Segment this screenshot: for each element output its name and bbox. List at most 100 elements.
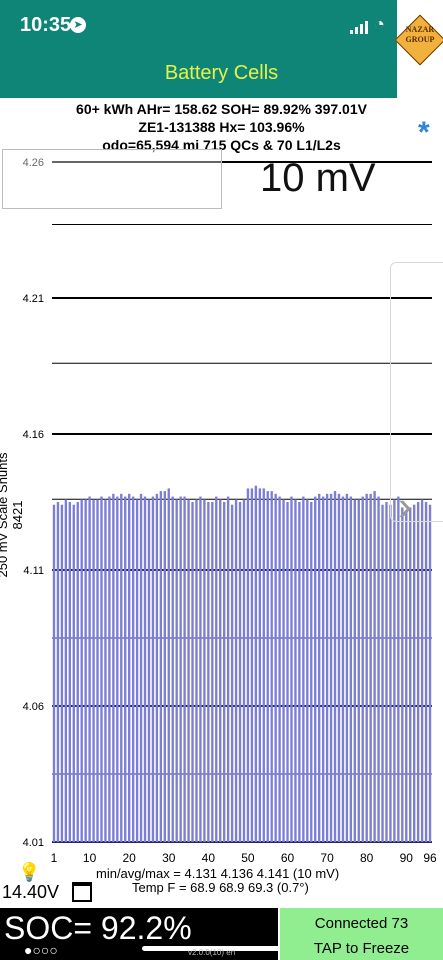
tooltip-overlay [2,149,222,209]
bar-cell-35 [187,499,190,842]
bar-cell-75 [345,493,349,842]
bar-cell-71 [329,493,333,842]
temperature-readout: Temp F = 68.9 68.9 69.3 (0.7°) [132,880,309,895]
bar-cell-67 [314,496,317,842]
bar-cell-17 [116,496,119,842]
page-indicator[interactable]: ●○○○ [24,942,58,958]
bar-cell-79 [361,496,364,842]
location-arrow-icon: ➤ [70,17,86,33]
x-tick-label: 30 [162,851,176,865]
bar-cell-51 [250,488,254,842]
bar-cell-25 [147,499,151,842]
bar-cell-19 [124,496,127,842]
bar-cell-55 [266,491,269,842]
y-tick-label: 4.21 [23,293,44,305]
bar-cell-27 [155,493,159,842]
bar-cell-62 [294,499,297,842]
chevron-right-icon[interactable]: › [398,482,412,529]
bar-cell-12 [96,499,99,842]
connected-line-1: Connected 73 [314,915,409,932]
bar-cell-50 [246,488,250,842]
bar-cell-28 [159,491,163,842]
scale-label[interactable]: 10 mV [260,156,376,200]
bar-cell-11 [92,499,95,842]
bar-cell-66 [310,502,313,842]
soc-readout: SOC= 92.2% [4,910,192,946]
bar-cell-5 [68,502,71,842]
bar-cell-46 [230,504,234,842]
bar-cell-44 [223,502,226,842]
x-tick-label: 96 [423,851,437,865]
bar-cell-26 [151,496,155,842]
min-avg-max-readout: min/avg/max = 4.131 4.136 4.141 (10 mV) [96,866,340,881]
bar-cell-40 [207,502,210,842]
bar-cell-59 [282,499,285,842]
bar-cell-70 [325,493,329,842]
bar-cell-20 [128,493,131,842]
cell-voltage-chart[interactable]: 4.26 4.21 4.16 4.11 4.06 4.01 1 10 20 30 40 50 60 70 8… [0,140,443,865]
status-bar: 10:35 ➤ ◔ [0,0,443,52]
y-tick-label: 4.16 [23,429,44,441]
bar-cell-91 [409,507,412,842]
bar-cell-30 [167,488,170,842]
bar-cell-57 [274,493,277,842]
bar-cell-94 [420,499,424,842]
lightbulb-icon[interactable]: 💡 [18,862,41,882]
x-tick-label: 40 [202,851,216,865]
bar-cell-49 [242,499,246,842]
bar-cell-29 [163,491,166,842]
info-line-1: 60+ kWh AHr= 158.62 SOH= 89.92% 397.01V [76,101,367,117]
bar-cell-96 [428,504,432,842]
bar-cell-52 [254,485,258,842]
bar-cell-54 [262,488,265,842]
bar-cell-14 [104,499,107,842]
bar-cell-34 [183,496,186,842]
bar-cell-47 [234,499,238,842]
bar-cell-85 [385,502,388,842]
calendar-icon[interactable] [72,882,92,902]
bar-cell-90 [405,510,408,842]
bar-cell-61 [290,496,293,842]
logo-text: NAZAR GROUP [405,25,435,44]
side-drawer-handle[interactable] [390,262,443,522]
bar-cell-76 [349,496,353,842]
aux-battery-voltage: 14.40V [2,882,60,902]
bar-cell-89 [401,507,404,842]
bar-cell-56 [270,491,273,842]
bar-cell-45 [226,496,230,842]
x-tick-label: 20 [123,851,137,865]
connection-status-button[interactable]: Connected 73 TAP to Freeze [280,908,443,960]
bar-cell-65 [306,499,309,842]
x-tick-label: 10 [83,851,97,865]
x-tick-label: 70 [320,851,334,865]
bar-cell-69 [321,496,325,842]
home-indicator[interactable] [142,946,302,951]
x-tick-label: 90 [400,851,414,865]
soc-panel[interactable]: SOC= 92.2% ●○○○ v2.0.0(10) en [0,908,302,960]
version-label: v2.0.0(10) en [188,948,236,957]
bar-cell-8 [80,499,83,842]
bar-cell-24 [143,496,147,842]
bar-cell-3 [60,504,64,842]
x-tick-label: 80 [360,851,374,865]
bar-cell-31 [171,496,174,842]
brand-logo: NAZAR GROUP [394,0,443,98]
star-icon[interactable]: * [418,116,430,149]
bar-cell-72 [333,491,337,842]
bar-cell-87 [393,499,396,842]
bar-cell-9 [84,499,87,842]
x-tick-label: 1 [51,851,58,865]
bar-cell-92 [413,504,416,842]
y-tick-label: 4.06 [23,701,44,713]
bar-cell-60 [286,502,289,842]
bar-cell-21 [131,496,135,842]
bar-cell-73 [337,493,341,842]
bar-cell-68 [318,493,321,842]
bar-cell-81 [369,493,372,842]
bar-cell-16 [112,493,115,842]
bar-cell-6 [72,504,75,842]
bar-cell-88 [397,496,400,842]
bar-cell-22 [135,499,139,842]
bar-cell-38 [199,496,202,842]
bar-cell-15 [108,496,111,842]
